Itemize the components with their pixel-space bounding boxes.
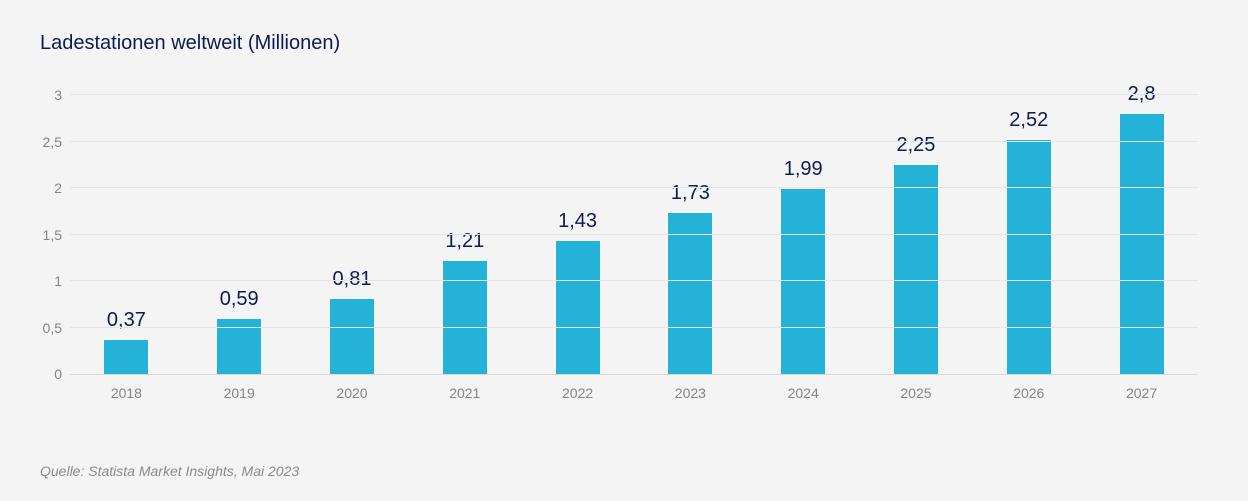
bar: 1,21: [443, 261, 487, 374]
gridline: [70, 280, 1198, 281]
bar-value-label: 1,73: [671, 182, 710, 205]
bar-slot: 1,99: [747, 95, 860, 374]
y-tick-label: 3: [30, 87, 62, 103]
bar-slot: 1,21: [408, 95, 521, 374]
x-tick-label: 2018: [70, 385, 183, 401]
bar-slot: 0,37: [70, 95, 183, 374]
bar-value-label: 1,99: [784, 158, 823, 181]
x-tick-label: 2024: [747, 385, 860, 401]
bar: 2,25: [894, 165, 938, 374]
source-caption: Quelle: Statista Market Insights, Mai 20…: [40, 463, 299, 479]
x-tick-label: 2021: [408, 385, 521, 401]
bar-value-label: 1,43: [558, 210, 597, 233]
gridline: [70, 94, 1198, 95]
bar: 2,52: [1007, 140, 1051, 374]
gridline: [70, 234, 1198, 235]
y-tick-label: 2: [30, 180, 62, 196]
bars-container: 0,37 0,59 0,81 1,21 1,43 1,73 1,99 2,25 2,52 2,8: [70, 95, 1198, 374]
bar-slot: 0,59: [183, 95, 296, 374]
y-tick-label: 0,5: [30, 320, 62, 336]
x-tick-label: 2019: [183, 385, 296, 401]
gridline: [70, 327, 1198, 328]
chart-title: Ladestationen weltweit (Millionen): [40, 32, 1208, 55]
y-tick-label: 1: [30, 273, 62, 289]
x-tick-label: 2025: [860, 385, 973, 401]
gridline: [70, 187, 1198, 188]
bar-slot: 0,81: [296, 95, 409, 374]
chart-area: 0,370,590,811,211,431,731,992,252,522,8 …: [70, 95, 1198, 401]
bar-value-label: 2,25: [897, 134, 936, 157]
y-tick-label: 2,5: [30, 134, 62, 150]
bar-slot: 2,8: [1085, 95, 1198, 374]
x-tick-label: 2027: [1085, 385, 1198, 401]
bar-slot: 2,25: [860, 95, 973, 374]
gridline: [70, 141, 1198, 142]
bar-value-label: 2,52: [1009, 109, 1048, 132]
x-tick-label: 2020: [296, 385, 409, 401]
plot-area: 0,370,590,811,211,431,731,992,252,522,8 …: [70, 95, 1198, 375]
bar: 1,43: [556, 241, 600, 374]
x-tick-label: 2022: [521, 385, 634, 401]
bar-slot: 2,52: [972, 95, 1085, 374]
bar: 1,73: [668, 213, 712, 374]
y-tick-label: 0: [30, 366, 62, 382]
bar-value-label: 0,59: [220, 288, 259, 311]
bar-value-label: 0,37: [107, 309, 146, 332]
bar: 0,37: [104, 340, 148, 374]
bar: 2,8: [1120, 114, 1164, 374]
y-tick-label: 1,5: [30, 227, 62, 243]
bar-slot: 1,43: [521, 95, 634, 374]
bar-slot: 1,73: [634, 95, 747, 374]
bar: 1,99: [781, 189, 825, 374]
x-axis: 2018201920202021202220232024202520262027: [70, 385, 1198, 401]
x-tick-label: 2023: [634, 385, 747, 401]
x-tick-label: 2026: [972, 385, 1085, 401]
bar: 0,81: [330, 299, 374, 374]
